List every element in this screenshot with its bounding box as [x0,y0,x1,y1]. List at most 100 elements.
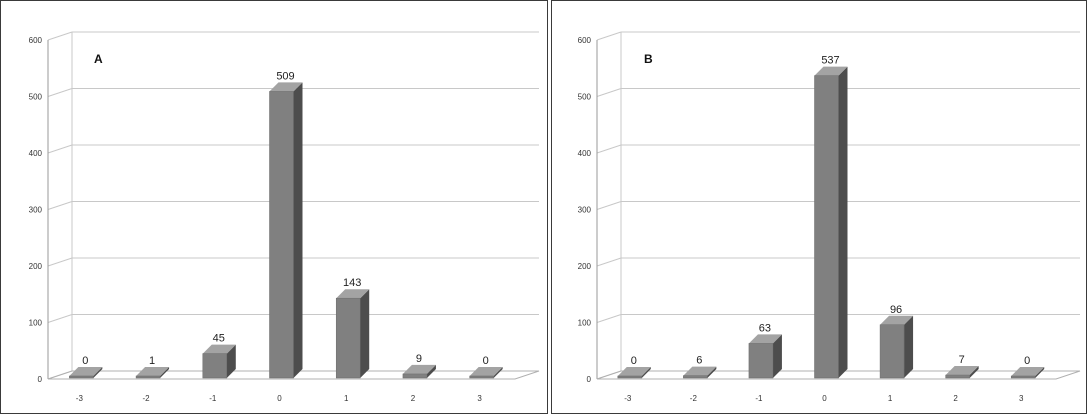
x-tick-label: -1 [209,394,217,403]
gridline-depth [47,88,73,97]
bar-top [469,367,503,376]
bar--3 [69,367,103,379]
bar-top [69,367,103,376]
data-label: 1 [149,355,155,367]
bar-3 [1010,367,1045,379]
data-label: 6 [696,355,702,367]
bar-front [814,75,839,379]
gridline-depth [596,88,622,97]
chart-a-svg: 0 100 200 300 400 500 600 A 0 -3 1 -2 45 -1 509 0 143 1 9 2… [29,31,540,403]
bar-side [904,315,914,378]
x-tick-label: -2 [143,394,151,403]
bar-front [879,324,905,379]
y-tick-label: 0 [587,375,592,384]
y-tick-label: 600 [29,36,43,45]
bar-side [293,82,303,378]
chart-floor [596,370,1081,380]
bar-top [202,344,236,354]
bar-front [202,353,228,379]
data-label: 0 [483,355,489,367]
data-label: 0 [1024,355,1030,367]
bar-side [969,366,979,378]
bar--2 [135,367,170,379]
bar-side [226,344,236,378]
gridline-depth [596,257,622,267]
y-tick-label: 200 [29,262,43,271]
bar-side [641,367,651,378]
bar--1 [202,344,236,379]
bar-top [683,366,717,376]
bar-side [160,367,170,378]
x-tick-label: 0 [822,394,827,403]
bar--2 [683,366,717,379]
bar-top [269,82,303,92]
bar-3 [469,367,503,379]
y-tick-label: 600 [578,36,592,45]
y-tick-label: 100 [29,319,43,328]
x-tick-label: 1 [344,394,349,403]
x-tick-label: 1 [888,394,893,403]
bar-side [426,364,436,378]
bar-top [136,367,170,376]
y-tick-label: 400 [29,149,43,158]
gridline-depth [47,257,73,267]
data-label: 0 [82,355,88,367]
bar-0 [814,66,848,379]
bar-0 [269,82,303,379]
y-tick-label: 200 [578,262,592,271]
bar-top [617,367,651,376]
bar-front [402,373,428,379]
y-tick-label: 0 [38,375,43,384]
bar-top [945,366,979,376]
bar-top [880,315,914,325]
y-tick-label: 300 [578,206,592,215]
bar-side [1035,367,1045,378]
data-label: 143 [343,277,361,289]
bar-front [1010,375,1036,379]
chart-b-svg: 0 100 200 300 400 500 600 B 0 -3 6 -2 63 -1 537 0 96 1 7 2 0… [578,31,1081,403]
bar--1 [748,334,782,379]
bar-side [93,367,103,378]
bar-side [838,66,848,378]
bar-front [69,375,94,379]
y-tick-label: 100 [578,319,592,328]
bar-side [493,367,503,378]
data-label: 7 [959,354,965,366]
data-label: 0 [631,355,637,367]
bar-front [469,375,494,379]
chart-title: B [644,52,653,66]
bar-1 [335,289,370,379]
data-label: 63 [759,322,771,334]
chart-panel-a: 0 100 200 300 400 500 600 A 0 -3 1 -2 45 -1 509 0 143 1 9 2… [0,0,548,414]
bar-front [617,375,643,379]
bar-top [402,364,436,374]
bar-2 [945,366,979,379]
gridline-depth [596,201,622,210]
chart-floor [47,370,540,380]
bar-front [683,375,708,379]
y-tick-label: 500 [578,93,592,102]
x-tick-label: 2 [953,394,958,403]
bar-top [748,334,782,344]
bar-2 [402,364,436,379]
y-tick-label: 500 [29,93,43,102]
bar-front [269,91,294,379]
gridline-depth [47,144,73,154]
chart-title: A [94,52,103,66]
bar-top [336,289,370,299]
x-tick-label: -2 [690,394,698,403]
data-label: 45 [213,333,225,345]
y-tick-label: 300 [29,206,43,215]
x-tick-label: -3 [624,394,632,403]
bar-side [707,366,717,378]
gridline-depth [596,314,622,323]
data-label: 9 [416,353,422,365]
y-tick-label: 400 [578,149,592,158]
bar-front [135,375,161,379]
x-tick-label: 2 [411,394,416,403]
x-tick-label: 3 [477,394,482,403]
bar-front [945,374,970,379]
x-tick-label: 3 [1019,394,1024,403]
gridline-depth [596,31,622,41]
gridline-depth [47,201,73,210]
